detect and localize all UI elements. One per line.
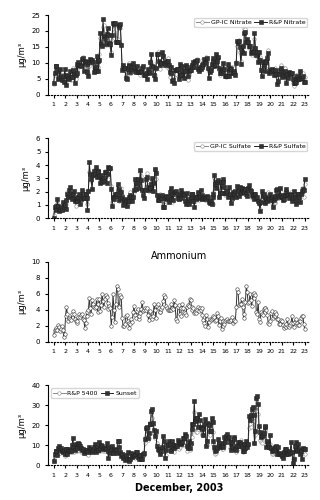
GP-IC Sulfate [183,196,187,202]
R&P 5400 [145,430,149,436]
Legend: GP-IC Nitrate, R&P Nitrate: GP-IC Nitrate, R&P Nitrate [194,18,307,27]
Title: Ammonium: Ammonium [151,251,207,261]
R&P Nitrate [147,70,150,76]
Y-axis label: μg/m³: μg/m³ [17,412,26,438]
R&P 5400 [52,458,56,464]
GP-IC Sulfate [108,164,111,170]
R&P Sulfate [227,184,231,190]
R&P Nitrate [303,79,307,85]
R&P Nitrate [181,68,185,74]
GP-IC Sulfate [52,212,56,218]
R&P Sulfate [202,194,206,200]
Legend: GP-IC Sulfate, R&P Sulfate: GP-IC Sulfate, R&P Sulfate [194,142,307,150]
R&P Sulfate [146,184,150,190]
GP-IC Nitrate [85,63,89,69]
Sunset [291,460,295,466]
GP-IC Nitrate [146,70,150,76]
Sunset [85,447,89,453]
R&P Sulfate [180,190,184,196]
R&P 5400 [85,448,89,454]
R&P Nitrate [65,82,68,87]
GP-IC Sulfate [85,194,89,200]
R&P Sulfate [87,159,91,165]
R&P 5400 [226,438,230,444]
Line: GP-IC Nitrate: GP-IC Nitrate [52,22,307,88]
Line: R&P Sulfate: R&P Sulfate [52,160,307,220]
GP-IC Nitrate [111,20,115,26]
GP-IC Sulfate [146,178,150,184]
R&P Nitrate [203,60,207,66]
R&P Nitrate [101,16,105,22]
GP-IC Sulfate [227,186,231,192]
Sunset [182,435,186,441]
Y-axis label: μg/m³: μg/m³ [17,42,26,68]
GP-IC Sulfate [180,192,184,198]
R&P 5400 [255,403,259,409]
GP-IC Nitrate [202,58,206,64]
R&P 5400 [202,432,205,438]
GP-IC Nitrate [227,62,231,68]
R&P Nitrate [184,62,188,68]
Sunset [303,446,307,452]
R&P 5400 [180,442,183,448]
R&P Nitrate [52,80,56,86]
Y-axis label: μg/m³: μg/m³ [21,166,30,191]
Sunset [52,458,56,464]
X-axis label: December, 2003: December, 2003 [135,483,223,493]
R&P 5400 [303,451,307,457]
R&P 5400 [182,441,186,447]
Legend: R&P 5400, Sunset: R&P 5400, Sunset [51,388,139,398]
Sunset [202,432,205,438]
R&P Nitrate [85,68,89,74]
Y-axis label: μg/m³: μg/m³ [17,289,26,314]
GP-IC Sulfate [303,182,307,188]
Sunset [180,440,183,446]
GP-IC Nitrate [180,64,184,70]
GP-IC Nitrate [183,68,187,74]
Line: R&P 5400: R&P 5400 [52,404,307,462]
GP-IC Nitrate [303,74,307,80]
R&P Sulfate [85,196,89,202]
Sunset [226,436,230,442]
Sunset [145,424,149,430]
R&P Nitrate [228,65,232,71]
Sunset [255,393,259,399]
R&P Sulfate [52,215,56,221]
Line: GP-IC Sulfate: GP-IC Sulfate [52,165,307,217]
GP-IC Sulfate [202,195,206,201]
GP-IC Nitrate [52,81,56,87]
Line: R&P Nitrate: R&P Nitrate [52,18,307,86]
Line: Sunset: Sunset [52,394,307,464]
R&P Sulfate [303,176,307,182]
R&P Sulfate [183,198,187,204]
GP-IC Nitrate [292,82,296,88]
